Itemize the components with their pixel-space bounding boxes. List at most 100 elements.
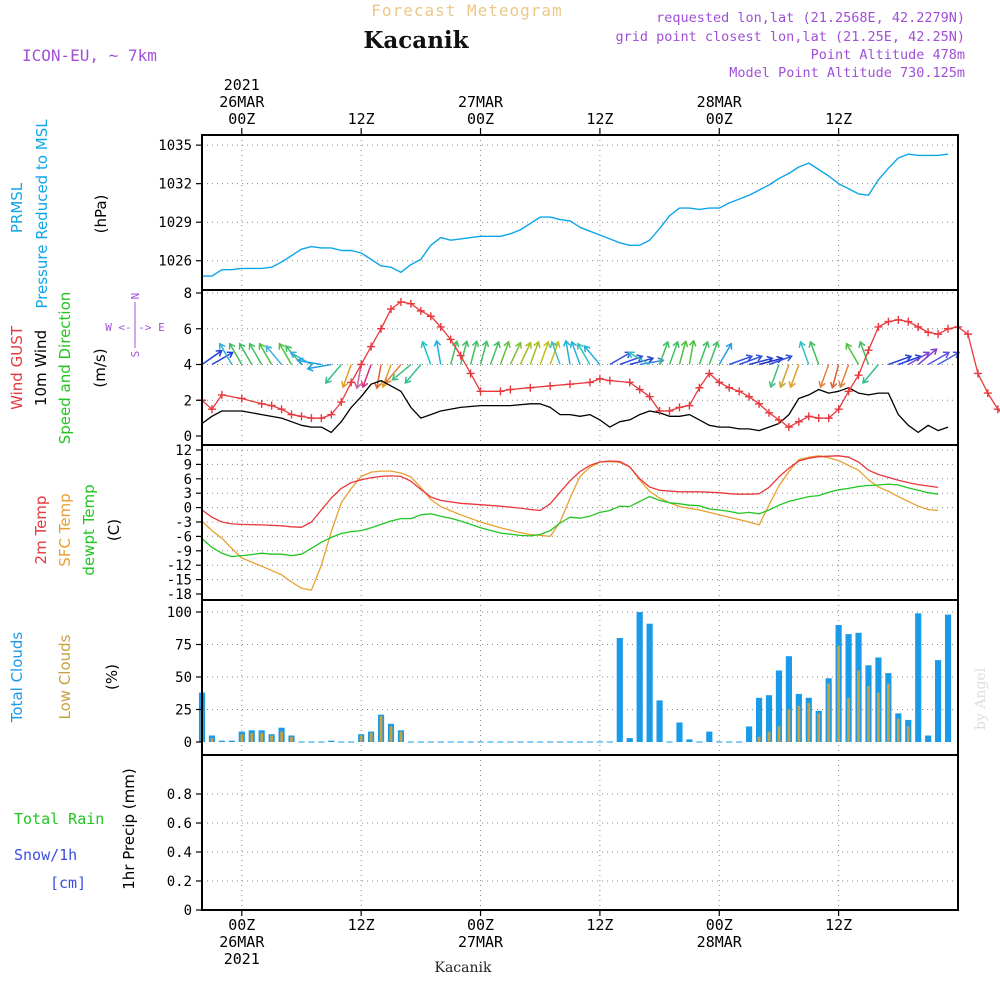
wind-arrow [738, 354, 764, 366]
gust-marker [834, 405, 843, 414]
wind-arrow-shaft [297, 359, 322, 366]
cloud-total-bar [925, 735, 932, 742]
y-tick-label: 8 [184, 286, 192, 302]
y-tick-label: 0 [184, 501, 192, 517]
wind-arrow-shaft [577, 343, 591, 365]
wind-arrow-shaft [449, 341, 458, 365]
wind-arrow-shaft [392, 363, 412, 381]
gust-marker [844, 387, 853, 396]
gust-marker [884, 317, 893, 326]
pressure-unit-label: (hPa) [92, 195, 110, 234]
wind-arrow [324, 364, 342, 384]
wind-gust-label: Wind GUST [8, 325, 26, 410]
wind-arrow [549, 340, 561, 365]
y-tick-label: 0.4 [167, 845, 192, 861]
wind-arrow-shaft [571, 341, 581, 365]
wind-arrow-head [569, 340, 577, 348]
compass-south: S [129, 351, 142, 358]
wind-arrow-head [278, 342, 286, 350]
wind-arrow [469, 339, 480, 365]
wind-arrow-head [215, 349, 223, 357]
gust-markers [198, 297, 1000, 432]
cloud-total-bar [845, 634, 852, 742]
wind-arrow-shaft [551, 341, 561, 365]
y-tick-label: 75 [175, 638, 192, 654]
wind-arrow-head [798, 340, 806, 348]
wind-arrow-head [862, 376, 869, 384]
cloud-low-bar [290, 736, 293, 742]
cloud-low-bar [787, 709, 791, 742]
wind-arrow-shaft [265, 345, 283, 365]
x-tick-label-top: 28MAR [697, 93, 743, 111]
x-tick-label-top: 12Z [825, 110, 852, 128]
cloud-low-bar [260, 732, 264, 742]
wind-arrow-shaft [219, 343, 233, 365]
y-tick-label: 100 [167, 605, 192, 621]
wind-arrow-head [258, 342, 266, 350]
wind-arrow-head [461, 339, 470, 348]
wind-arrow [519, 341, 532, 365]
cloud-bars [198, 612, 952, 743]
footer-station: Kacanik [435, 960, 492, 976]
gust-marker [327, 410, 336, 419]
gust-marker [874, 322, 883, 331]
cloud-low-bar [280, 731, 283, 742]
wind-arrow [539, 340, 551, 365]
wind-arrow-head [354, 382, 362, 390]
wind-arrow-shaft [658, 341, 669, 365]
y-tick-label: 4 [184, 358, 192, 374]
gust-marker [635, 385, 644, 394]
model-label: ICON-EU, ~ 7km [22, 46, 157, 65]
wind-arrow-shaft [278, 343, 293, 365]
wind-arrow [728, 354, 754, 366]
wind-arrow-head [712, 340, 720, 348]
wind-arrow [373, 364, 382, 390]
wind-arrow-shaft [917, 348, 938, 366]
gust-marker [924, 328, 933, 337]
wind-arrow [708, 340, 720, 365]
cloud-total-bar [765, 695, 773, 742]
temp-unit-label: (C) [105, 519, 123, 541]
y-tick-label: 6 [184, 472, 192, 488]
wind-arrow-head [285, 345, 293, 353]
cloud-low-bar [877, 692, 880, 742]
wind-arrow-head [662, 340, 670, 348]
panel-labels: PRMSL Pressure Reduced to MSL (hPa) Wind GU… [8, 119, 165, 892]
gust-marker [426, 312, 435, 321]
wind-arrow-head [549, 340, 558, 348]
wind-arrow-shaft [708, 341, 719, 365]
wind-arrow-head [218, 342, 226, 350]
wind-arrow [380, 364, 392, 389]
wind-arrow-shaft [859, 341, 870, 365]
wind-arrow-shaft [583, 345, 601, 365]
wind-arrow-shaft [609, 351, 632, 366]
x-tick-label-top: 00Z [228, 110, 255, 128]
wind-arrow [459, 339, 470, 365]
cloud-total-bar [746, 726, 753, 742]
wind-arrow [340, 364, 352, 389]
y-tick-label: 50 [175, 670, 192, 686]
wind-arrow [529, 340, 541, 365]
wind-arrow-head [493, 340, 501, 348]
gust-marker [357, 360, 366, 369]
cloud-total-bar [616, 638, 623, 742]
wind-arrow [808, 340, 820, 365]
cloud-low-bar [389, 726, 393, 742]
gust-marker [277, 405, 286, 414]
cloud-total-bar [218, 740, 225, 742]
x-tick-label-bottom: 00Z [467, 916, 494, 934]
gust-marker [794, 417, 803, 426]
wind-arrow [562, 339, 571, 365]
wind-arrow-head [646, 355, 655, 364]
clouds-unit-label: (%) [103, 664, 121, 690]
x-tick-label-bottom: 00Z [228, 916, 255, 934]
wind-arrow [509, 341, 523, 365]
wind-arrow-shaft [376, 364, 382, 389]
wind-arrow [858, 340, 870, 365]
gust-marker [436, 322, 445, 331]
wind-arrow-head [515, 341, 523, 349]
wind-arrow [838, 364, 850, 389]
wind-arrow-head [576, 342, 584, 350]
y-tick-label: 3 [184, 486, 192, 502]
cloud-low-bar [369, 732, 373, 742]
